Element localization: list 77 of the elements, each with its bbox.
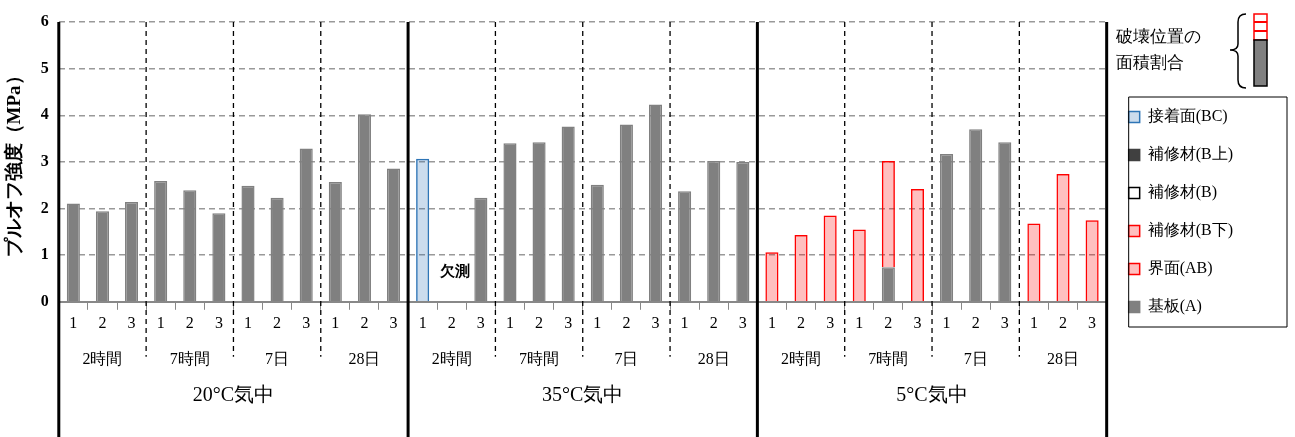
x-tick-label: 1 bbox=[942, 313, 951, 331]
x-tick-label: 3 bbox=[127, 313, 136, 331]
x-tick-label: 1 bbox=[418, 313, 427, 331]
x-tick-label: 1 bbox=[505, 313, 514, 331]
bar bbox=[1056, 174, 1070, 302]
text: 2時間 bbox=[82, 350, 123, 367]
x-tick-label: 3 bbox=[302, 313, 311, 331]
text: 7時間 bbox=[169, 350, 210, 367]
legend-label: 補修材(B上) bbox=[1147, 145, 1233, 164]
x-tick-label: 1 bbox=[156, 313, 165, 331]
text: 20°C気中 bbox=[192, 383, 275, 406]
x-tick-label: 1 bbox=[1029, 313, 1038, 331]
x-tick-label: 2 bbox=[622, 313, 631, 331]
y-tick-label: 6 bbox=[40, 12, 49, 30]
x-tick-label: 2 bbox=[1059, 313, 1068, 331]
y-tick-label: 4 bbox=[40, 105, 49, 123]
bar bbox=[765, 252, 779, 302]
y-axis-title: プルオフ強度（MPa） bbox=[3, 66, 25, 258]
bar bbox=[881, 160, 895, 268]
x-tick-label: 2 bbox=[185, 313, 194, 331]
x-tick-label: 3 bbox=[826, 313, 835, 331]
bar bbox=[910, 188, 925, 302]
text: 5°C気中 bbox=[896, 383, 968, 406]
legend-label: 界面(AB) bbox=[1147, 259, 1213, 278]
bar bbox=[852, 229, 866, 302]
text: 破壊位置の面積割合 bbox=[1116, 26, 1202, 74]
legend-label: 補修材(B) bbox=[1147, 183, 1217, 202]
text: 28日 bbox=[348, 350, 381, 367]
y-tick-label: 1 bbox=[40, 245, 49, 263]
x-tick-label: 2 bbox=[535, 313, 544, 331]
text: 28日 bbox=[1047, 350, 1080, 367]
y-tick-label: 2 bbox=[40, 198, 49, 216]
x-tick-label: 1 bbox=[244, 313, 252, 331]
y-tick-label: 3 bbox=[40, 152, 49, 170]
x-tick-label: 1 bbox=[855, 313, 864, 331]
text: 7時間 bbox=[519, 350, 560, 367]
x-tick-label: 2 bbox=[971, 313, 980, 331]
x-tick-label: 1 bbox=[593, 313, 602, 331]
x-tick-label: 1 bbox=[331, 313, 340, 331]
text: 7日 bbox=[614, 350, 639, 367]
y-tick-label: 0 bbox=[40, 291, 49, 309]
bar bbox=[416, 158, 430, 302]
text: 7日 bbox=[265, 350, 290, 367]
x-tick-label: 3 bbox=[651, 313, 660, 331]
text: 28日 bbox=[697, 350, 730, 367]
x-tick-label: 3 bbox=[1088, 313, 1097, 331]
bar bbox=[794, 235, 808, 302]
text: 2時間 bbox=[781, 350, 822, 367]
legend-label: 基板(A) bbox=[1147, 297, 1202, 316]
text: 35°C気中 bbox=[542, 383, 624, 406]
x-tick-label: 2 bbox=[709, 313, 718, 331]
x-tick-label: 3 bbox=[214, 313, 223, 331]
x-tick-label: 1 bbox=[680, 313, 689, 331]
x-tick-label: 2 bbox=[797, 313, 806, 331]
legend-label: 補修材(B下) bbox=[1147, 221, 1233, 240]
bar bbox=[823, 215, 837, 302]
x-tick-label: 1 bbox=[767, 313, 776, 331]
y-tick-label: 5 bbox=[40, 58, 49, 76]
x-tick-label: 3 bbox=[738, 313, 747, 331]
x-tick-label: 3 bbox=[913, 313, 922, 331]
x-tick-label: 3 bbox=[564, 313, 573, 331]
x-tick-label: 3 bbox=[389, 313, 398, 331]
x-tick-label: 2 bbox=[273, 313, 282, 331]
x-tick-label: 2 bbox=[447, 313, 456, 331]
text: 7日 bbox=[963, 350, 988, 367]
annotation: 欠測 bbox=[438, 262, 470, 279]
text: 2時間 bbox=[431, 350, 472, 367]
legend-label: 接着面(BC) bbox=[1147, 107, 1228, 126]
x-tick-label: 2 bbox=[98, 313, 107, 331]
x-tick-label: 2 bbox=[884, 313, 893, 331]
x-tick-label: 3 bbox=[1000, 313, 1009, 331]
x-tick-label: 3 bbox=[476, 313, 485, 331]
bar bbox=[1027, 223, 1041, 302]
text: 7時間 bbox=[868, 350, 909, 367]
x-tick-label: 1 bbox=[69, 313, 78, 331]
x-tick-label: 2 bbox=[360, 313, 369, 331]
bar bbox=[1085, 220, 1099, 302]
